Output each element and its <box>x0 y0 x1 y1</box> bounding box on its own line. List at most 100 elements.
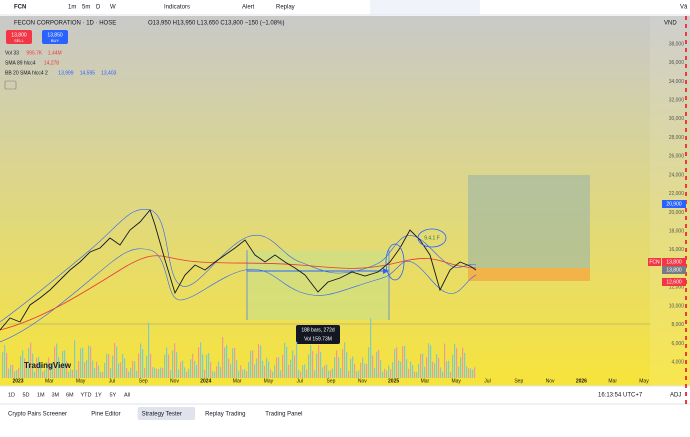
volume-bar <box>396 347 398 378</box>
price-tick-label: 10,000 <box>669 303 685 309</box>
range-button[interactable]: 1Y <box>95 392 102 398</box>
volume-bar <box>88 345 90 378</box>
range-button[interactable]: 3M <box>52 392 60 398</box>
volume-bar <box>172 350 174 378</box>
range-button[interactable]: 6M <box>66 392 74 398</box>
volume-bar <box>254 364 256 378</box>
symbol[interactable]: FCN <box>14 5 26 11</box>
drawing-toolbar <box>370 0 480 15</box>
range-button[interactable]: All <box>124 392 130 398</box>
volume-bar <box>162 368 164 378</box>
time-tick-label: Nov <box>170 378 179 384</box>
price-tick-label: 30,000 <box>669 116 685 122</box>
volume-bar <box>312 351 314 378</box>
volume-bar <box>262 360 264 378</box>
volume-bar <box>124 358 126 378</box>
time-tick-label: 2023 <box>12 378 23 384</box>
range-button[interactable]: YTD <box>81 392 92 398</box>
symbol-tag-label: FCN <box>649 259 660 265</box>
volume-bar <box>260 345 262 378</box>
alert-button[interactable]: Alert <box>242 5 255 11</box>
time-tick-label: Mar <box>421 378 430 384</box>
volume-bar <box>78 360 80 378</box>
volume-bar <box>8 368 10 378</box>
volume-bar <box>188 368 190 378</box>
volume-bar <box>42 371 44 378</box>
sell-button[interactable] <box>6 30 32 44</box>
study-value: 13,403 <box>101 70 117 76</box>
price-tag-label: 13,800 <box>666 259 682 265</box>
panel-tab[interactable]: Trading Panel <box>265 412 302 418</box>
volume-bar <box>74 340 76 378</box>
panel-tab[interactable]: Replay Trading <box>205 412 245 418</box>
volume-bar <box>302 365 304 378</box>
interval-button[interactable]: D <box>96 5 101 11</box>
indicators-button[interactable]: Indicators <box>164 5 190 11</box>
volume-bar <box>342 349 344 378</box>
interval-button[interactable]: W <box>110 5 116 11</box>
volume-bar <box>56 343 58 378</box>
panel-tab[interactable]: Crypto Pairs Screener <box>8 412 67 418</box>
volume-bar <box>200 342 202 378</box>
volume-bar <box>294 355 296 378</box>
side-text: Vă <box>680 5 688 11</box>
volume-bar <box>286 346 288 378</box>
volume-bar <box>28 347 30 378</box>
volume-bar <box>390 369 392 378</box>
volume-bar <box>146 355 148 378</box>
volume-bar <box>268 361 270 378</box>
adj[interactable]: ADJ <box>670 393 681 399</box>
volume-bar <box>126 368 128 378</box>
volume-bar <box>180 361 182 378</box>
volume-bar <box>324 365 326 378</box>
volume-bar <box>320 352 322 378</box>
panel-tab[interactable]: Strategy Tester <box>142 412 182 418</box>
volume-bar <box>326 364 328 378</box>
volume-bar <box>256 358 258 378</box>
volume-bar <box>426 357 428 378</box>
range-button[interactable]: 5Y <box>110 392 117 398</box>
collapse-button[interactable] <box>4 80 17 90</box>
range-button[interactable]: 1M <box>37 392 45 398</box>
volume-bars <box>2 318 476 378</box>
price-tick-label: 8,000 <box>671 322 684 328</box>
volume-bar <box>346 352 348 378</box>
replay-button[interactable]: Replay <box>276 5 295 11</box>
volume-bar <box>54 346 56 378</box>
volume-bar <box>196 364 198 378</box>
buy-button[interactable] <box>42 30 68 44</box>
volume-bar <box>6 353 8 378</box>
volume-bar <box>448 360 450 378</box>
volume-bar <box>70 368 72 378</box>
volume-bar <box>274 365 276 378</box>
volume-bar <box>30 342 32 378</box>
volume-bar <box>248 362 250 378</box>
volume-bar <box>290 359 292 378</box>
price-tag-label: 13,800 <box>666 267 682 273</box>
volume-bar <box>460 357 462 378</box>
volume-bar <box>370 318 372 378</box>
interval-button[interactable]: 1m <box>68 5 76 11</box>
study-name: Vol 33 <box>5 50 19 56</box>
volume-bar <box>194 361 196 378</box>
logo: TradingView <box>24 361 72 370</box>
range-button[interactable]: 5D <box>23 392 30 398</box>
volume-bar <box>432 361 434 378</box>
volume-bar <box>296 341 298 378</box>
price-tag <box>662 258 686 266</box>
volume-bar <box>112 355 114 378</box>
volume-bar <box>468 368 470 378</box>
range-button[interactable]: 1D <box>8 392 15 398</box>
panel-tab[interactable]: Pine Editor <box>91 412 120 418</box>
legend-ohlc: O13,950 H13,950 L13,650 C13,800 −150 (−1… <box>148 21 284 27</box>
time-tick-label: Sep <box>327 378 336 384</box>
volume-bar <box>450 371 452 378</box>
volume-bar <box>206 354 208 378</box>
volume-bar <box>228 358 230 378</box>
interval-button[interactable]: 5m <box>82 5 90 11</box>
volume-bar <box>192 353 194 378</box>
study-name: SMA 89 hlcc4 <box>5 60 36 66</box>
volume-bar <box>158 369 160 378</box>
volume-bar <box>230 363 232 378</box>
clock: 16:13:54 UTC+7 <box>598 393 643 399</box>
